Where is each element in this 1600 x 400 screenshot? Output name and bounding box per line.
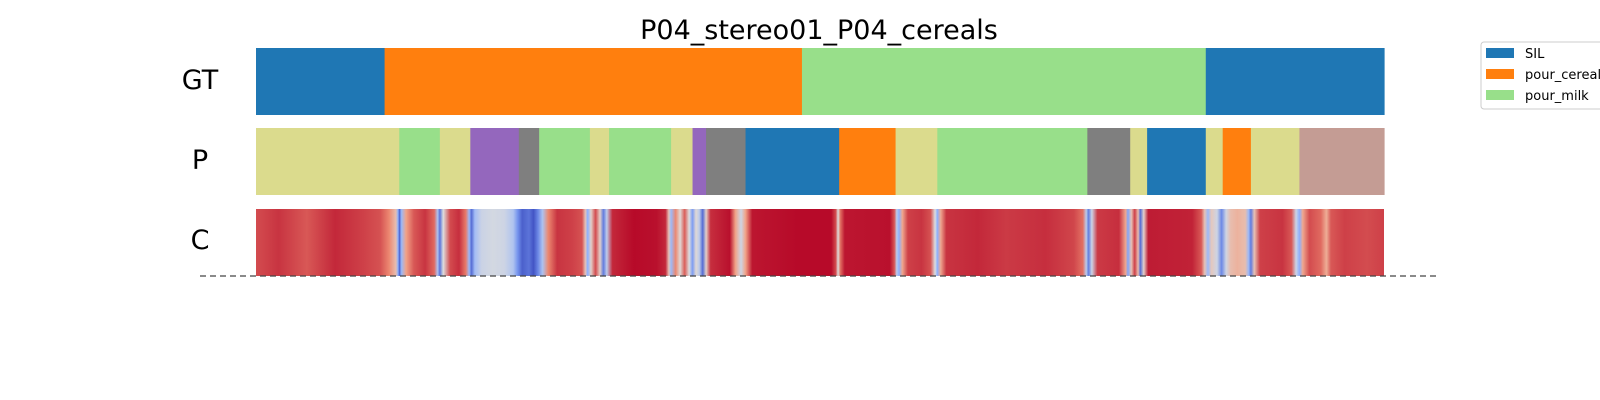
legend-label-sil: SIL	[1525, 47, 1545, 62]
gt-segment-pour-cereals	[384, 48, 803, 115]
prediction-segment-k3	[518, 128, 540, 195]
prediction-segment-bar	[256, 128, 1385, 195]
prediction-segment-k4	[589, 128, 610, 195]
row-label-c: C	[191, 225, 210, 256]
gt-segment-bar	[256, 48, 1385, 115]
prediction-segment-SIL	[1147, 128, 1207, 195]
legend-swatch-pour-milk	[1486, 90, 1514, 100]
gt-segment-SIL	[1205, 48, 1385, 115]
prediction-segment-pour-milk	[399, 128, 441, 195]
prediction-segment-k4	[256, 128, 400, 195]
prediction-segment-pour-milk	[539, 128, 591, 195]
prediction-segment-k2	[1299, 128, 1385, 195]
prediction-segment-k3	[706, 128, 747, 195]
legend-label-pour-cereals: pour_cereals	[1525, 68, 1600, 83]
prediction-segment-k3	[1087, 128, 1131, 195]
legend-label-pour-milk: pour_milk	[1525, 89, 1589, 104]
prediction-segment-k1	[470, 128, 520, 195]
prediction-segment-SIL	[745, 128, 840, 195]
prediction-segment-k4	[895, 128, 938, 195]
gt-segment-SIL	[256, 48, 386, 115]
prediction-segment-k4	[671, 128, 694, 195]
prediction-segment-k1	[692, 128, 707, 195]
legend-swatch-sil	[1486, 48, 1514, 58]
chart-title: P04_stereo01_P04_cereals	[640, 15, 998, 46]
legend: SIL pour_cereals pour_milk	[1480, 41, 1600, 110]
row-label-gt: GT	[182, 65, 219, 96]
legend-swatch-pour-cereals	[1486, 69, 1514, 79]
prediction-segment-k4	[439, 128, 471, 195]
prediction-segment-pour-cereals	[1222, 128, 1252, 195]
gt-segment-pour-milk	[801, 48, 1207, 115]
confidence-bar	[256, 209, 1384, 276]
prediction-segment-pour-cereals	[839, 128, 897, 195]
row-label-p: P	[192, 145, 208, 176]
prediction-segment-k4	[1130, 128, 1148, 195]
prediction-segment-pour-milk	[937, 128, 1088, 195]
prediction-segment-k4	[1205, 128, 1224, 195]
prediction-segment-pour-milk	[609, 128, 672, 195]
prediction-segment-k4	[1250, 128, 1300, 195]
